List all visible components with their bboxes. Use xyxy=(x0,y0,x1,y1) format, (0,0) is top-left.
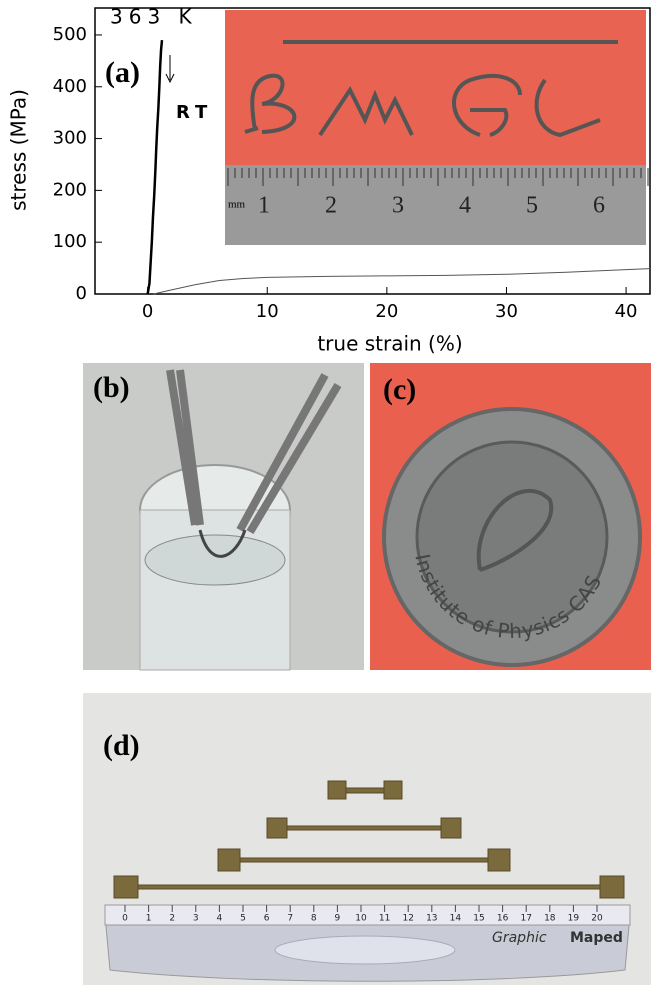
x-axis-label: true strain (%) xyxy=(317,332,462,356)
ruler-number: 16 xyxy=(497,914,509,924)
ruler-number: 13 xyxy=(426,914,437,924)
ruler-number: 19 xyxy=(568,914,580,924)
panel-label: (d) xyxy=(103,729,140,762)
ruler-number: 4 xyxy=(459,193,471,219)
ruler-number: 2 xyxy=(169,914,175,924)
ruler-number: 3 xyxy=(392,193,404,219)
series-line xyxy=(153,268,651,295)
ruler-number: 9 xyxy=(335,914,341,924)
brand: Maped xyxy=(570,930,623,946)
brand: Graphic xyxy=(492,930,547,946)
ruler-number: 3 xyxy=(193,914,199,924)
x-tick-label: 10 xyxy=(256,301,279,322)
ruler-number: 15 xyxy=(473,914,484,924)
ruler-number: 14 xyxy=(450,914,462,924)
ruler-number: 11 xyxy=(379,914,390,924)
panel-label: (b) xyxy=(93,371,130,404)
ruler-number: 17 xyxy=(520,914,531,924)
inset-photo: mm 1 2 3 4 5 6 xyxy=(225,10,649,245)
x-tick-label: 20 xyxy=(375,301,398,322)
series-label: RT xyxy=(176,102,213,123)
ruler-number: 1 xyxy=(258,193,270,219)
ruler-number: 8 xyxy=(311,914,317,924)
x-tick-label: 40 xyxy=(615,301,638,322)
y-tick-label: 400 xyxy=(53,76,87,97)
series-label: 363 K xyxy=(110,5,198,29)
ruler-number: 6 xyxy=(264,914,270,924)
y-tick-label: 200 xyxy=(53,179,87,200)
ruler-number: 0 xyxy=(122,914,128,924)
plot-frame xyxy=(94,7,651,295)
x-tick-label: 30 xyxy=(495,301,518,322)
y-tick-label: 300 xyxy=(53,128,87,149)
panel-label: (a) xyxy=(105,56,140,89)
ruler-number: 1 xyxy=(146,914,152,924)
photo-d: 0 1 2 3 4 5 6 7 8 9 10 11 12 13 14 15 16 17 18 19 20 Graphic… xyxy=(83,693,651,985)
ruler-number: 4 xyxy=(217,914,223,924)
x-tick-label: 0 xyxy=(142,301,153,322)
y-tick-label: 0 xyxy=(76,283,87,304)
ruler-number: 5 xyxy=(526,193,538,219)
arrow-head xyxy=(165,73,175,84)
ruler-number: 5 xyxy=(240,914,246,924)
ruler-number: 6 xyxy=(593,193,605,219)
y-tick-label: 100 xyxy=(53,231,87,252)
photo-c: Institute of Physics CAS (c) xyxy=(370,363,651,670)
ruler-unit: mm xyxy=(228,199,246,211)
ruler-number: 12 xyxy=(402,914,413,924)
y-tick-label: 500 xyxy=(53,24,87,45)
ruler-number: 7 xyxy=(287,914,293,924)
ruler-number: 20 xyxy=(591,914,603,924)
ruler-number: 2 xyxy=(325,193,337,219)
series-line xyxy=(146,40,164,295)
photo-b: (b) xyxy=(83,363,364,671)
ruler-number: 10 xyxy=(355,914,367,924)
ruler-number: 18 xyxy=(544,914,556,924)
y-axis-label: stress (MPa) xyxy=(7,89,31,211)
panel-label: (c) xyxy=(383,373,416,406)
